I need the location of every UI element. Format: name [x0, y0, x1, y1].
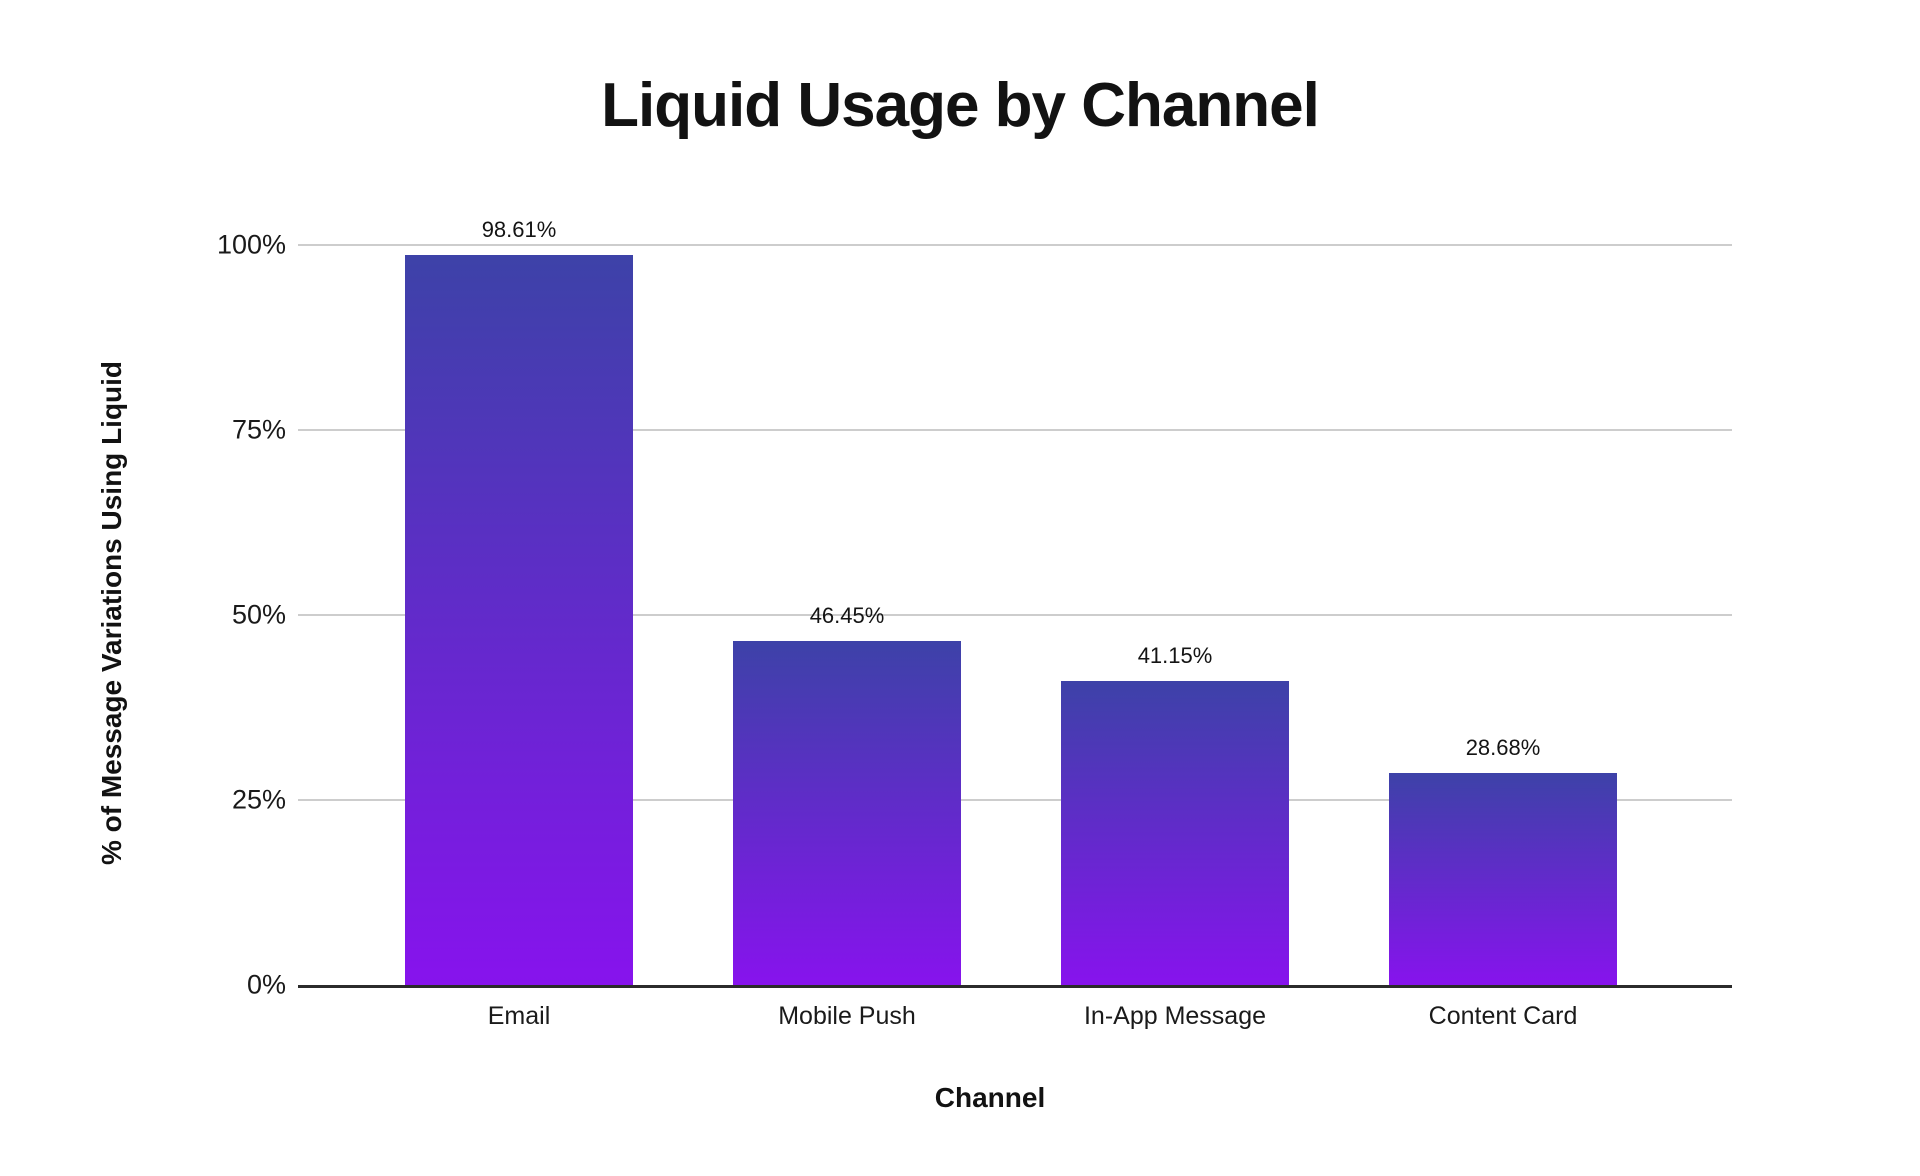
y-axis-title: % of Message Variations Using Liquid [96, 360, 127, 866]
gridline-50 [298, 614, 1732, 616]
gridline-100 [298, 244, 1732, 246]
bar-mobile-push[interactable] [733, 641, 961, 985]
y-tick-label-25: 25% [231, 784, 286, 815]
y-tick-label-75: 75% [231, 414, 286, 445]
plot-area: 0% 25% 50% 75% 100% 98.61% Email 46.45% Mobile P… [217, 217, 1732, 1030]
bar-in-app-message[interactable] [1061, 680, 1289, 985]
value-label-content-card: 28.68% [1465, 734, 1541, 760]
chart-title: Liquid Usage by Channel [601, 71, 1320, 140]
value-label-in-app-message: 41.15% [1137, 642, 1213, 668]
bar-content-card[interactable] [1389, 772, 1617, 985]
y-tick-label-0: 0% [246, 969, 286, 1000]
x-tick-label-mobile-push: Mobile Push [778, 1002, 916, 1030]
y-tick-label-100: 100% [216, 229, 286, 260]
gridline-25 [298, 799, 1732, 801]
gridline-75 [298, 429, 1732, 431]
bar-email[interactable] [405, 255, 633, 985]
y-tick-label-50: 50% [231, 599, 286, 630]
x-tick-label-content-card: Content Card [1428, 1002, 1578, 1030]
x-tick-label-in-app-message: In-App Message [1083, 1002, 1267, 1030]
value-label-mobile-push: 46.45% [809, 603, 885, 629]
value-label-email: 98.61% [481, 217, 557, 243]
x-tick-label-email: Email [487, 1002, 551, 1030]
x-axis-title: Channel [934, 1082, 1046, 1113]
